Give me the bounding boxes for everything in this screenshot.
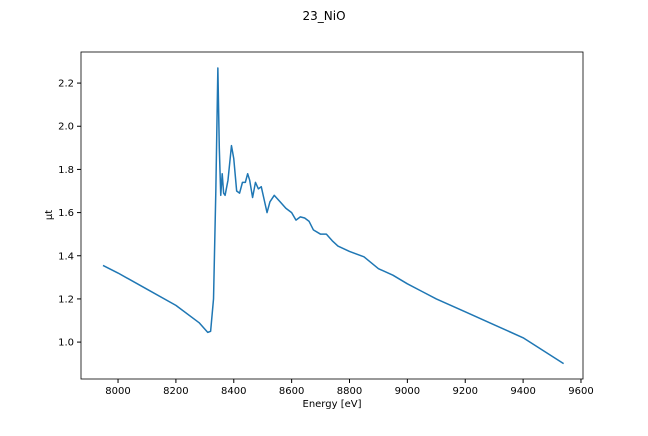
y-tick-label: 1.0 <box>58 338 74 349</box>
x-tick-label: 9600 <box>568 386 593 397</box>
y-tick-label: 1.4 <box>58 251 74 262</box>
x-tick-label: 8800 <box>337 386 362 397</box>
y-tick-label: 1.8 <box>58 165 74 176</box>
x-tick-label: 8000 <box>105 386 130 397</box>
y-tick-label: 1.2 <box>58 294 74 305</box>
y-axis-label: μt <box>44 210 55 220</box>
y-tick-label: 1.6 <box>58 208 74 219</box>
y-tick-label: 2.2 <box>58 79 74 90</box>
x-tick-label: 9200 <box>453 386 478 397</box>
y-tick-label: 2.0 <box>58 122 74 133</box>
x-tick-label: 8200 <box>163 386 188 397</box>
data-line <box>102 67 565 365</box>
x-tick-label: 9000 <box>395 386 420 397</box>
x-axis-label: Energy [eV] <box>303 399 362 410</box>
x-tick-label: 9400 <box>510 386 535 397</box>
plot-frame <box>80 51 584 380</box>
chart-title: 23_NiO <box>302 9 345 23</box>
x-tick-label: 8600 <box>279 386 304 397</box>
x-tick-label: 8400 <box>221 386 246 397</box>
